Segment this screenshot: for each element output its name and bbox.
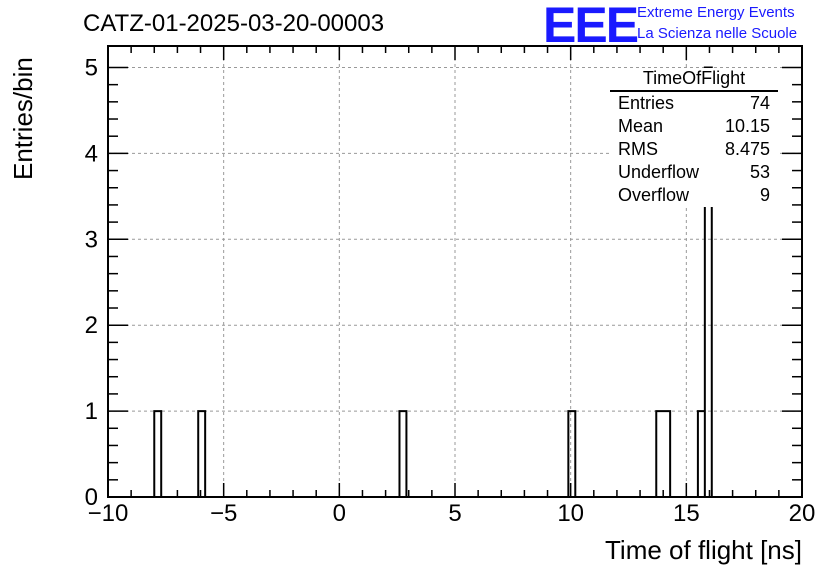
stats-row-overflow: Overflow 9 bbox=[610, 184, 778, 207]
y-tick-label: 1 bbox=[85, 398, 98, 425]
stats-value: 53 bbox=[749, 162, 770, 182]
x-tick-label: 0 bbox=[333, 500, 346, 527]
logo-line-2: La Scienza nelle Scuole bbox=[637, 25, 798, 42]
x-tick-label: −5 bbox=[210, 500, 237, 527]
stats-label: Overflow bbox=[618, 185, 690, 205]
x-tick-label: 20 bbox=[789, 500, 816, 527]
histogram-bin bbox=[698, 411, 705, 497]
stats-value: 74 bbox=[749, 93, 770, 113]
stats-label: Underflow bbox=[618, 162, 700, 182]
stats-title: TimeOfFlight bbox=[610, 68, 778, 92]
histogram-bin bbox=[198, 411, 205, 497]
stats-row-mean: Mean 10.15 bbox=[610, 115, 778, 138]
x-tick-label: 10 bbox=[557, 500, 584, 527]
stats-row-underflow: Underflow 53 bbox=[610, 161, 778, 184]
y-tick-label: 0 bbox=[85, 484, 98, 511]
chart-title: CATZ-01-2025-03-20-00003 bbox=[83, 10, 385, 37]
stats-label: Mean bbox=[618, 116, 664, 136]
stats-label: RMS bbox=[618, 139, 658, 159]
stats-value: 8.475 bbox=[724, 139, 770, 159]
x-tick-label: 15 bbox=[673, 500, 700, 527]
histogram-bin bbox=[154, 411, 161, 497]
y-tick-label: 4 bbox=[85, 140, 98, 167]
histogram-bin bbox=[568, 411, 575, 497]
stats-value: 9 bbox=[759, 185, 770, 205]
stats-row-rms: RMS 8.475 bbox=[610, 138, 778, 161]
x-tick-label: −10 bbox=[88, 500, 129, 527]
x-axis-label: Time of flight [ns] bbox=[605, 535, 802, 565]
histogram-bin bbox=[656, 411, 670, 497]
stats-box: TimeOfFlight Entries 74 Mean 10.15 RMS 8… bbox=[610, 68, 778, 207]
x-tick-label: 5 bbox=[448, 500, 461, 527]
histogram-bin bbox=[399, 411, 406, 497]
y-tick-label: 3 bbox=[85, 226, 98, 253]
stats-row-entries: Entries 74 bbox=[610, 92, 778, 115]
logo-line-1: Extreme Energy Events bbox=[637, 4, 795, 21]
stats-value: 10.15 bbox=[724, 116, 770, 136]
y-tick-label: 2 bbox=[85, 312, 98, 339]
y-axis-label: Entries/bin bbox=[8, 57, 38, 180]
y-tick-label: 5 bbox=[85, 54, 98, 81]
stats-label: Entries bbox=[618, 93, 675, 113]
eee-logo: EEE bbox=[543, 0, 639, 53]
